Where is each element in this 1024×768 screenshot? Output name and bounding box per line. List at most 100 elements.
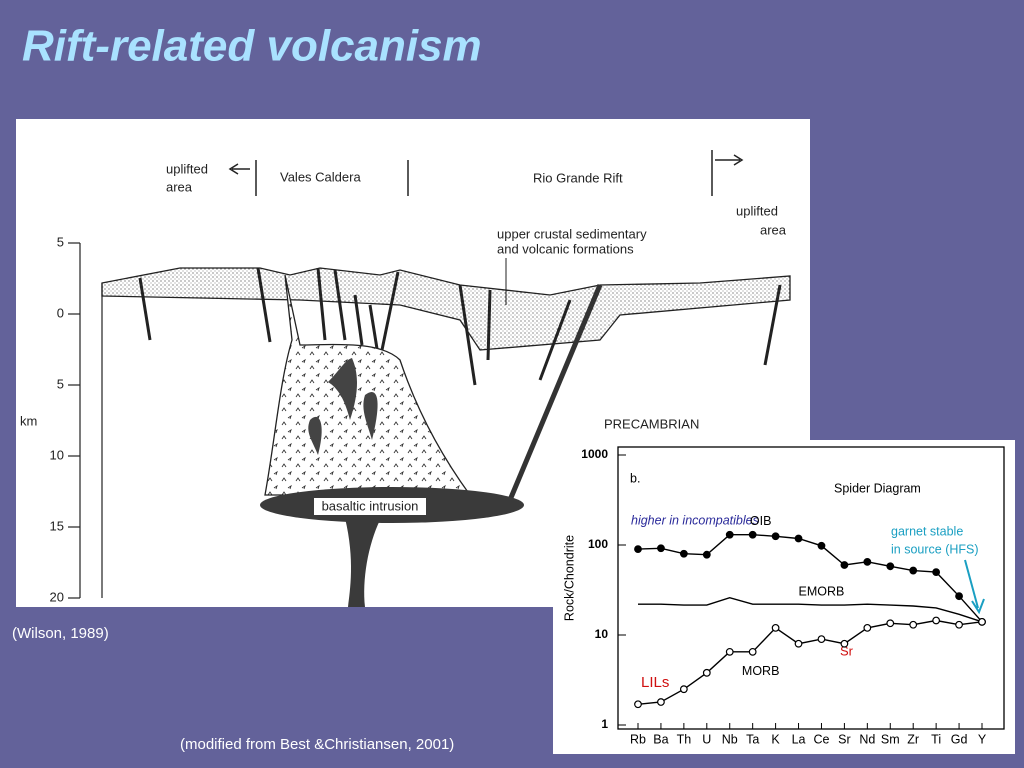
annotation: higher in incompatibles xyxy=(631,513,759,527)
series-line xyxy=(637,619,983,705)
x-tick-label: La xyxy=(792,732,806,746)
annotation: LILs xyxy=(641,674,669,691)
data-point xyxy=(909,620,918,629)
basement-label: PRECAMBRIAN xyxy=(604,416,699,431)
annotation: garnet stable xyxy=(891,524,963,538)
y-axis-label: Rock/Chondrite xyxy=(562,535,576,621)
data-point xyxy=(657,698,665,706)
caption: (modified from Best &Christiansen, 2001) xyxy=(180,736,454,753)
data-point xyxy=(817,635,826,644)
x-tick-label: Ta xyxy=(746,732,759,746)
arrow-left xyxy=(228,163,250,175)
data-point xyxy=(955,620,963,629)
uplift-label: uplifted xyxy=(166,161,208,176)
depth-tick-label: 15 xyxy=(50,518,64,533)
data-point xyxy=(909,566,918,575)
data-point xyxy=(886,619,895,628)
y-tick-label: 1000 xyxy=(581,447,608,461)
x-tick-label: Y xyxy=(978,732,987,746)
data-point xyxy=(657,544,665,553)
spider-diagram: b. Spider Diagram Rock/Chondrite higher … xyxy=(553,440,1015,754)
depth-tick-label: 5 xyxy=(57,234,64,249)
series-label: MORB xyxy=(742,664,780,678)
data-point xyxy=(771,532,780,541)
annotation-arrow xyxy=(964,559,985,615)
formations-label: and volcanic formations xyxy=(497,241,634,256)
data-point xyxy=(702,668,711,677)
data-point xyxy=(748,647,757,656)
depth-tick-label: 10 xyxy=(50,447,64,462)
data-point xyxy=(863,623,872,632)
data-point xyxy=(702,550,711,559)
faults xyxy=(138,267,782,386)
data-point xyxy=(886,562,895,571)
x-tick-label: U xyxy=(702,732,711,746)
plot-frame xyxy=(617,446,1005,730)
data-point xyxy=(932,616,941,625)
chart-background xyxy=(553,440,1015,754)
data-point xyxy=(634,700,642,709)
x-tick-label: Th xyxy=(677,732,692,746)
intrusion-label: basaltic intrusion xyxy=(322,498,419,513)
data-point xyxy=(955,592,963,601)
series-label: EMORB xyxy=(799,584,845,598)
depth-tick-marks xyxy=(68,242,80,599)
data-point xyxy=(932,568,941,576)
series-line xyxy=(638,596,983,623)
y-tick-label: 10 xyxy=(595,627,609,641)
x-tick-label: Ce xyxy=(813,732,829,746)
cross-section: 5 0 5 10 15 20 km basaltic intrusion xyxy=(16,119,810,607)
uplift-label: uplifted xyxy=(736,203,778,218)
slide-title: Rift-related volcanism xyxy=(22,22,482,71)
uplift-label: area xyxy=(760,222,787,237)
data-point xyxy=(794,534,803,543)
panel-label: b. xyxy=(630,471,640,485)
x-tick-label: Gd xyxy=(951,732,968,746)
rift-label: Rio Grande Rift xyxy=(533,170,623,185)
x-tick-label: Ba xyxy=(653,732,668,746)
data-point xyxy=(679,685,688,694)
caption: (Wilson, 1989) xyxy=(12,625,109,642)
depth-tick-labels: 5 0 5 10 15 20 xyxy=(50,234,64,604)
data-point xyxy=(817,541,826,550)
x-tick-label: Zr xyxy=(907,732,919,746)
feeder-dike xyxy=(345,518,380,607)
x-tick-label: Ti xyxy=(931,732,941,746)
x-tick-label: Nd xyxy=(859,732,875,746)
y-tick-label: 100 xyxy=(588,537,608,551)
depth-tick-label: 20 xyxy=(50,589,64,604)
depth-axis-label: km xyxy=(20,413,37,428)
sedimentary-layer xyxy=(101,267,791,351)
depth-tick-label: 0 xyxy=(57,305,64,320)
chart-title: Spider Diagram xyxy=(834,481,921,495)
data-point xyxy=(794,639,803,648)
arrow-right xyxy=(715,154,744,166)
series-label: OIB xyxy=(750,514,772,528)
data-point xyxy=(863,557,872,566)
x-tick-label: Nb xyxy=(722,732,738,746)
data-point xyxy=(840,561,849,569)
intrusion-label-box xyxy=(314,498,426,515)
data-point xyxy=(771,623,780,632)
data-point xyxy=(679,549,688,558)
series-line xyxy=(637,534,983,623)
annotation: in source (HFS) xyxy=(891,542,979,556)
rift-fault xyxy=(507,284,603,501)
data-point xyxy=(725,530,734,539)
x-tick-label: K xyxy=(771,732,780,746)
x-tick-label: Rb xyxy=(630,732,646,746)
uplift-label: area xyxy=(166,179,193,194)
magma-blobs xyxy=(308,358,378,455)
data-point xyxy=(978,617,986,626)
depth-tick-label: 5 xyxy=(57,376,64,391)
data-point xyxy=(840,639,849,648)
y-tick-label: 1 xyxy=(601,717,608,731)
x-tick-label: Sm xyxy=(881,732,900,746)
data-point xyxy=(748,530,757,539)
formations-label: upper crustal sedimentary xyxy=(497,226,647,241)
data-point xyxy=(725,647,734,656)
caldera-label: Vales Caldera xyxy=(280,169,361,184)
data-point xyxy=(634,545,642,554)
